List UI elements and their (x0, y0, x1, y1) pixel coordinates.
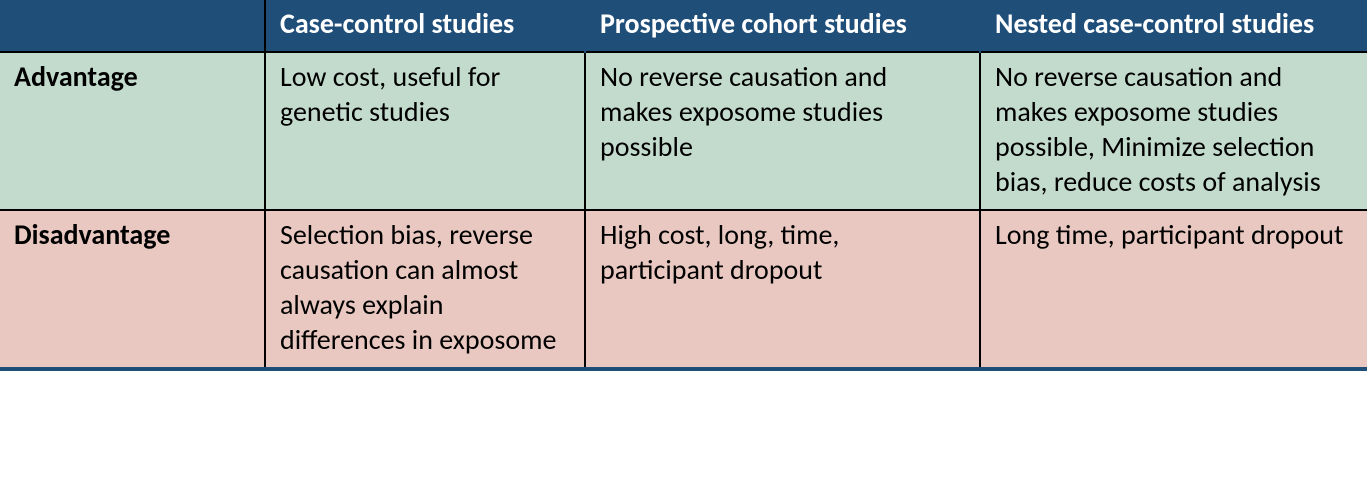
row-label-disadvantage: Disadvantage (0, 210, 265, 367)
cell-disadvantage-case-control: Selection bias, reverse causation can al… (265, 210, 585, 367)
study-comparison-table: Case-control studies Prospective cohort … (0, 0, 1367, 371)
cell-advantage-nested: No reverse causation and makes exposome … (980, 52, 1367, 210)
header-blank (0, 0, 265, 52)
cell-disadvantage-prospective: High cost, long, time, participant dropo… (585, 210, 980, 367)
row-label-advantage: Advantage (0, 52, 265, 210)
header-case-control: Case-control studies (265, 0, 585, 52)
header-prospective-cohort: Prospective cohort studies (585, 0, 980, 52)
table: Case-control studies Prospective cohort … (0, 0, 1367, 367)
table-row: Disadvantage Selection bias, reverse cau… (0, 210, 1367, 367)
bottom-accent-bar (0, 367, 1367, 371)
cell-advantage-prospective: No reverse causation and makes exposome … (585, 52, 980, 210)
cell-disadvantage-nested: Long time, participant dropout (980, 210, 1367, 367)
header-nested-case-control: Nested case-control studies (980, 0, 1367, 52)
cell-advantage-case-control: Low cost, useful for genetic studies (265, 52, 585, 210)
table-row: Advantage Low cost, useful for genetic s… (0, 52, 1367, 210)
table-header-row: Case-control studies Prospective cohort … (0, 0, 1367, 52)
